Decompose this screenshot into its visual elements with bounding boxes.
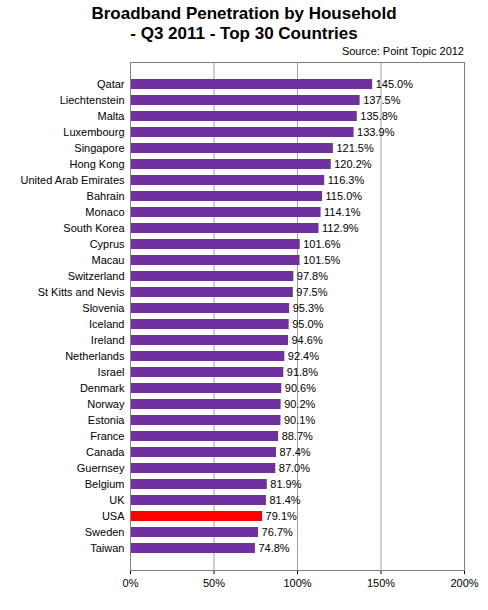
svg-text:91.8%: 91.8% [287,366,318,378]
svg-text:Slovenia: Slovenia [82,302,125,314]
svg-text:101.6%: 101.6% [303,238,341,250]
svg-text:114.1%: 114.1% [324,206,361,218]
svg-text:Denmark: Denmark [80,382,125,394]
svg-text:74.8%: 74.8% [258,542,289,554]
svg-text:Israel: Israel [98,366,125,378]
svg-text:Monaco: Monaco [85,206,124,218]
svg-text:Belgium: Belgium [85,478,125,490]
svg-text:150%: 150% [367,577,395,589]
svg-text:Qatar: Qatar [97,78,125,90]
svg-text:Canada: Canada [86,446,125,458]
svg-text:Guernsey: Guernsey [77,462,125,474]
svg-text:88.7%: 88.7% [282,430,313,442]
svg-text:97.8%: 97.8% [297,270,328,282]
svg-text:Norway: Norway [87,398,125,410]
svg-text:81.9%: 81.9% [270,478,301,490]
svg-text:Singapore: Singapore [74,142,124,154]
svg-text:USA: USA [102,510,125,522]
svg-text:115.0%: 115.0% [326,190,363,202]
svg-text:81.4%: 81.4% [269,494,300,506]
svg-text:87.0%: 87.0% [279,462,310,474]
svg-text:Switzerland: Switzerland [68,270,125,282]
svg-text:Cyprus: Cyprus [90,238,125,250]
svg-text:France: France [90,430,124,442]
html-text:Source: Point Topic 2012: Source: Point Topic 2012 [341,45,464,57]
svg-text:Hong Kong: Hong Kong [69,158,124,170]
svg-text:Estonia: Estonia [88,414,126,426]
svg-text:90.1%: 90.1% [284,414,315,426]
svg-text:200%: 200% [450,577,478,589]
svg-text:St Kitts and Nevis: St Kitts and Nevis [38,286,125,298]
svg-text:76.7%: 76.7% [262,526,293,538]
svg-text:Taiwan: Taiwan [90,542,124,554]
svg-text:95.0%: 95.0% [292,318,323,330]
svg-text:137.5%: 137.5% [363,94,401,106]
svg-text:87.4%: 87.4% [279,446,310,458]
svg-text:Malta: Malta [98,110,126,122]
svg-text:116.3%: 116.3% [328,174,365,186]
svg-text:79.1%: 79.1% [266,510,297,522]
svg-text:101.5%: 101.5% [303,254,341,266]
svg-text:50%: 50% [203,577,225,589]
svg-text:Macau: Macau [91,254,124,266]
svg-text:145.0%: 145.0% [376,78,414,90]
svg-text:133.9%: 133.9% [357,126,395,138]
svg-text:120.2%: 120.2% [334,158,372,170]
svg-text:121.5%: 121.5% [336,142,374,154]
svg-text:92.4%: 92.4% [288,350,319,362]
svg-text:Ireland: Ireland [91,334,125,346]
svg-text:Netherlands: Netherlands [65,350,125,362]
svg-text:Liechtenstein: Liechtenstein [60,94,125,106]
svg-text:United Arab Emirates: United Arab Emirates [21,174,125,186]
svg-text:97.5%: 97.5% [296,286,327,298]
svg-text:Luxembourg: Luxembourg [63,126,124,138]
html-text:- Q3 2011 - Top 30 Countries: - Q3 2011 - Top 30 Countries [130,24,358,43]
svg-text:Sweden: Sweden [85,526,125,538]
svg-text:Bahrain: Bahrain [87,190,125,202]
svg-text:90.2%: 90.2% [284,398,315,410]
svg-text:100%: 100% [283,577,311,589]
svg-text:94.6%: 94.6% [291,334,322,346]
svg-text:Iceland: Iceland [89,318,124,330]
svg-text:0%: 0% [123,577,139,589]
svg-text:112.9%: 112.9% [322,222,359,234]
svg-text:135.8%: 135.8% [360,110,398,122]
svg-text:90.6%: 90.6% [285,382,316,394]
svg-text:South Korea: South Korea [63,222,125,234]
html-text:Broadband Penetration by House: Broadband Penetration by Household [91,4,397,23]
svg-text:UK: UK [109,494,125,506]
svg-text:95.3%: 95.3% [293,302,324,314]
